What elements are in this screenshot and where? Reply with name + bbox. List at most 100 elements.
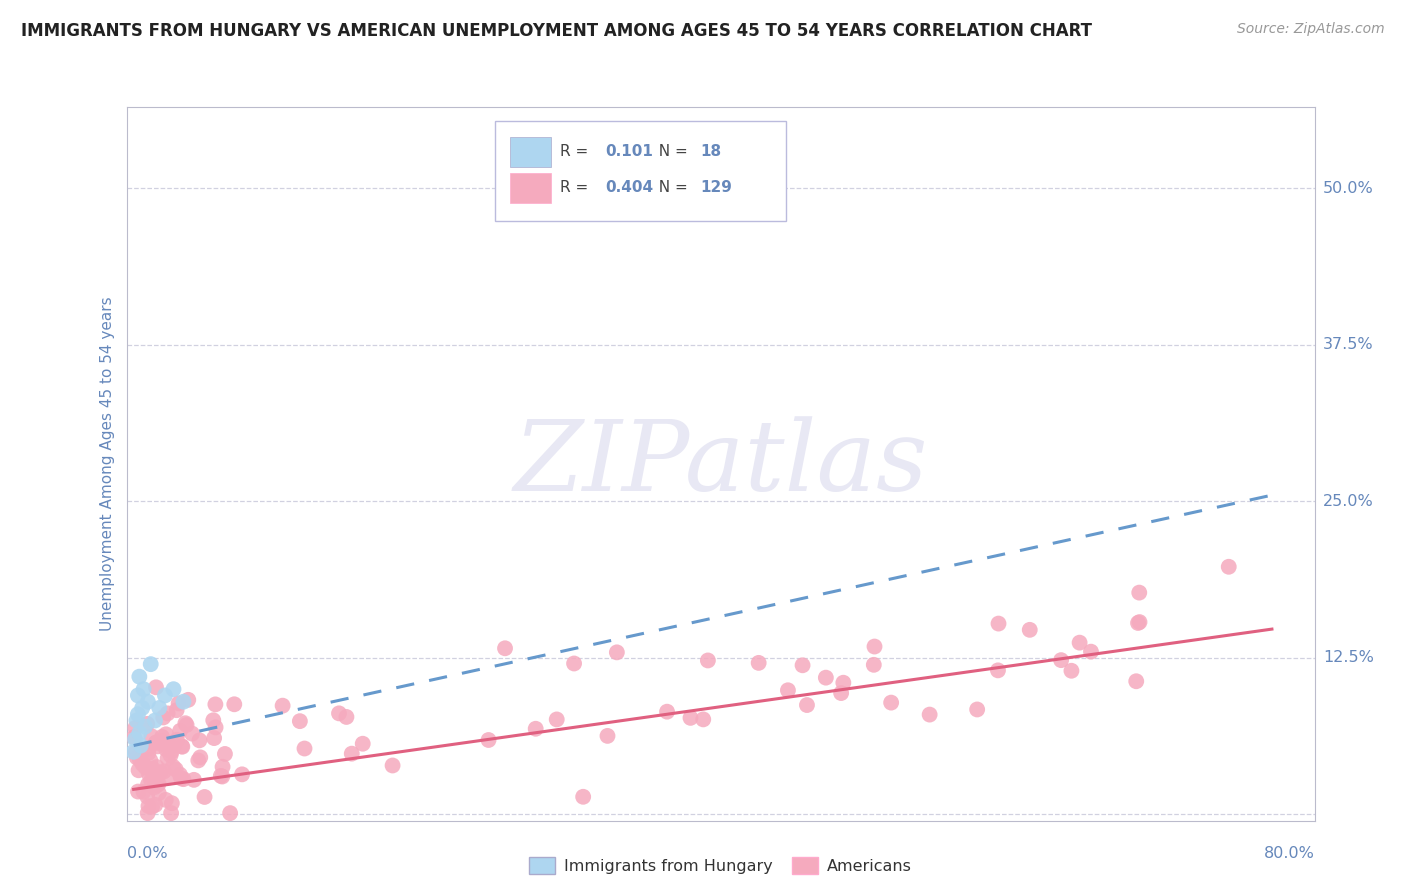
Point: [157, 736, 180, 750]
Point: [131, 757, 153, 772]
Point: [524, 722, 547, 736]
Point: [381, 758, 404, 772]
Point: [288, 714, 311, 728]
Point: [169, 723, 191, 738]
Point: [145, 735, 167, 749]
Text: 12.5%: 12.5%: [1323, 650, 1374, 665]
Point: [150, 734, 173, 748]
Point: [832, 675, 855, 690]
Text: 37.5%: 37.5%: [1323, 337, 1374, 352]
Point: [830, 686, 852, 700]
Point: [136, 717, 159, 731]
Point: [141, 729, 163, 743]
Point: [696, 653, 718, 667]
Point: [128, 764, 150, 778]
Point: [335, 710, 357, 724]
Point: [880, 696, 903, 710]
Point: [136, 806, 159, 821]
Point: [224, 698, 246, 712]
Point: [149, 765, 172, 780]
Point: [165, 763, 187, 777]
Point: [138, 746, 160, 760]
Point: [143, 780, 166, 794]
Point: [124, 732, 146, 747]
Point: [1050, 653, 1073, 667]
Point: [169, 767, 191, 781]
Point: [128, 670, 150, 684]
Point: [546, 713, 568, 727]
Text: 0.0%: 0.0%: [127, 846, 167, 861]
Point: [679, 711, 702, 725]
Point: [606, 645, 628, 659]
Point: [155, 793, 177, 807]
Point: [202, 731, 225, 745]
Point: [136, 778, 159, 792]
Point: [494, 641, 516, 656]
Point: [145, 681, 167, 695]
Point: [139, 657, 162, 672]
FancyBboxPatch shape: [510, 137, 551, 167]
Point: [135, 760, 157, 774]
Text: 18: 18: [700, 145, 721, 160]
Text: R =: R =: [560, 180, 593, 195]
Point: [155, 742, 177, 756]
Point: [142, 765, 165, 780]
Point: [170, 772, 193, 786]
Point: [172, 772, 194, 786]
Point: [211, 760, 233, 774]
Point: [352, 737, 374, 751]
Point: [1080, 645, 1102, 659]
Point: [328, 706, 350, 721]
Point: [655, 705, 678, 719]
Point: [155, 727, 177, 741]
Point: [143, 797, 166, 812]
Text: 0.404: 0.404: [606, 180, 654, 195]
Point: [160, 796, 183, 810]
Point: [153, 689, 176, 703]
Point: [177, 693, 200, 707]
Point: [1125, 674, 1147, 689]
Point: [155, 739, 177, 753]
Point: [127, 707, 149, 722]
Point: [127, 784, 149, 798]
Point: [294, 741, 316, 756]
Point: [1128, 585, 1150, 599]
Point: [214, 747, 236, 761]
Point: [814, 671, 837, 685]
Point: [146, 778, 169, 792]
Point: [166, 703, 188, 717]
Point: [181, 726, 204, 740]
FancyBboxPatch shape: [495, 121, 786, 221]
Point: [146, 760, 169, 774]
Point: [863, 640, 886, 654]
Point: [122, 730, 145, 744]
Point: [150, 730, 173, 744]
Text: ZIPatlas: ZIPatlas: [513, 417, 928, 511]
Point: [174, 716, 197, 731]
Point: [153, 764, 176, 779]
Point: [148, 777, 170, 791]
Point: [172, 739, 194, 754]
Point: [1069, 635, 1091, 649]
Point: [125, 745, 148, 759]
Point: [176, 718, 198, 732]
Point: [162, 682, 184, 697]
Point: [138, 767, 160, 781]
Point: [125, 750, 148, 764]
Point: [211, 770, 233, 784]
Point: [157, 770, 180, 784]
Point: [148, 736, 170, 750]
Point: [987, 664, 1010, 678]
Point: [1126, 615, 1149, 630]
Point: [138, 799, 160, 814]
Point: [188, 750, 211, 764]
Point: [776, 683, 799, 698]
Point: [160, 806, 183, 821]
Point: [187, 753, 209, 767]
Point: [143, 776, 166, 790]
Point: [219, 806, 242, 821]
Point: [796, 698, 818, 712]
Point: [1060, 664, 1083, 678]
Point: [193, 789, 215, 804]
Point: [340, 747, 363, 761]
